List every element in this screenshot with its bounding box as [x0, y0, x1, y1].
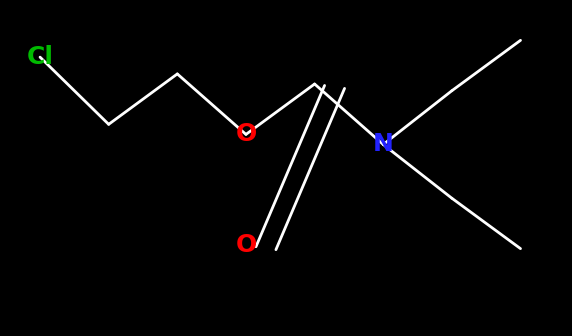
Text: Cl: Cl [26, 45, 54, 69]
Text: N: N [373, 132, 394, 157]
Text: O: O [235, 233, 257, 257]
Text: O: O [235, 122, 257, 146]
